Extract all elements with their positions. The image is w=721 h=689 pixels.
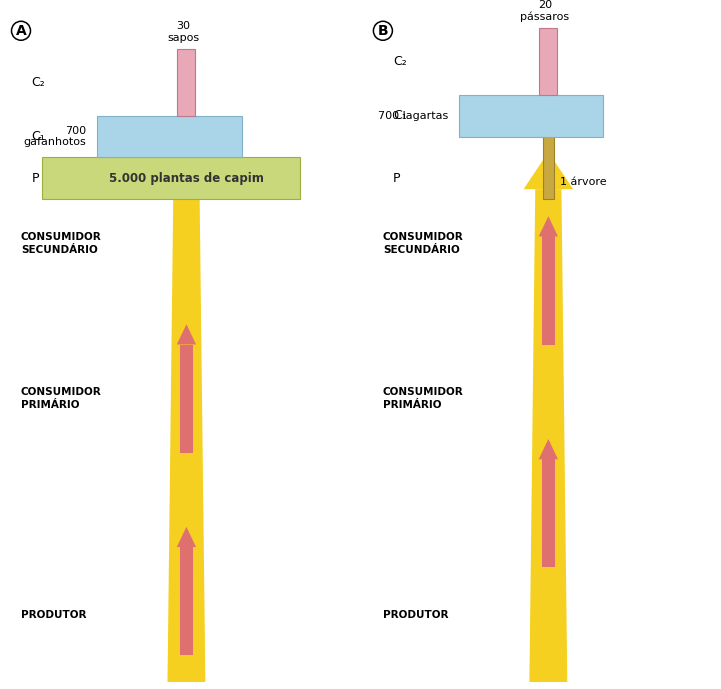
Text: CONSUMIDOR
PRIMÁRIO: CONSUMIDOR PRIMÁRIO xyxy=(21,387,102,410)
Text: CONSUMIDOR
PRIMÁRIO: CONSUMIDOR PRIMÁRIO xyxy=(383,387,464,410)
Polygon shape xyxy=(542,236,554,344)
Text: P: P xyxy=(393,172,401,185)
FancyBboxPatch shape xyxy=(97,116,242,158)
Text: C₁: C₁ xyxy=(393,109,407,122)
Polygon shape xyxy=(167,189,205,682)
FancyBboxPatch shape xyxy=(42,158,300,199)
Text: 700 lagartas: 700 lagartas xyxy=(378,111,448,121)
Text: 5.000 plantas de capim: 5.000 plantas de capim xyxy=(109,172,264,185)
Text: 1 árvore: 1 árvore xyxy=(559,178,606,187)
Text: PRODUTOR: PRODUTOR xyxy=(21,610,87,619)
Polygon shape xyxy=(539,216,558,236)
Polygon shape xyxy=(529,189,567,682)
Text: C₂: C₂ xyxy=(393,55,407,68)
Text: CONSUMIDOR
SECUNDÁRIO: CONSUMIDOR SECUNDÁRIO xyxy=(383,232,464,255)
Text: A: A xyxy=(16,23,27,38)
Polygon shape xyxy=(177,527,196,547)
FancyBboxPatch shape xyxy=(177,50,195,116)
Text: 30
sapos: 30 sapos xyxy=(167,21,199,43)
Polygon shape xyxy=(177,325,196,344)
Polygon shape xyxy=(180,547,193,655)
Text: B: B xyxy=(378,23,388,38)
Text: 700
gafanhotos: 700 gafanhotos xyxy=(24,125,87,147)
Text: CONSUMIDOR
SECUNDÁRIO: CONSUMIDOR SECUNDÁRIO xyxy=(21,232,102,255)
Polygon shape xyxy=(539,439,558,460)
Text: C₂: C₂ xyxy=(31,76,45,89)
Text: C₁: C₁ xyxy=(31,130,45,143)
Polygon shape xyxy=(180,344,193,453)
FancyBboxPatch shape xyxy=(539,28,557,94)
Text: P: P xyxy=(31,172,39,185)
FancyBboxPatch shape xyxy=(459,94,603,136)
Polygon shape xyxy=(523,152,573,189)
Text: PRODUTOR: PRODUTOR xyxy=(383,610,448,619)
FancyBboxPatch shape xyxy=(543,37,554,199)
Text: 20
pássaros: 20 pássaros xyxy=(521,0,570,22)
Polygon shape xyxy=(162,152,211,189)
Polygon shape xyxy=(542,460,554,567)
